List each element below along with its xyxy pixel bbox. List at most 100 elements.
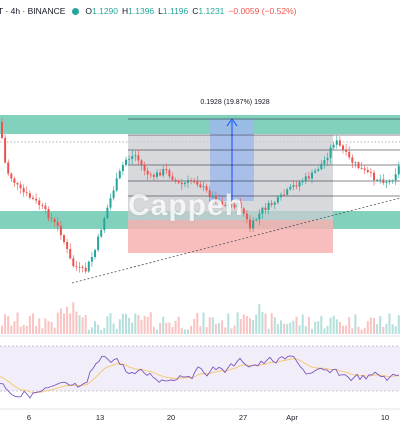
candle-body[interactable] <box>230 204 233 206</box>
candle-body[interactable] <box>264 207 267 210</box>
candle-body[interactable] <box>28 193 31 198</box>
candle-body[interactable] <box>56 221 59 226</box>
candle-body[interactable] <box>326 157 329 161</box>
candle-body[interactable] <box>143 164 146 171</box>
candle-body[interactable] <box>187 180 189 183</box>
candle-body[interactable] <box>162 169 165 176</box>
candle-body[interactable] <box>190 180 193 182</box>
candle-body[interactable] <box>332 144 335 148</box>
candle-body[interactable] <box>193 181 196 183</box>
candle-body[interactable] <box>38 200 41 206</box>
candle-body[interactable] <box>335 140 338 145</box>
candle-body[interactable] <box>94 249 96 258</box>
candle-body[interactable] <box>25 192 28 194</box>
candle-body[interactable] <box>81 266 84 268</box>
candle-body[interactable] <box>128 158 131 160</box>
candle-body[interactable] <box>363 168 366 171</box>
candle-body[interactable] <box>320 163 323 170</box>
candle-body[interactable] <box>152 174 155 177</box>
candle-body[interactable] <box>4 137 7 163</box>
candle-body[interactable] <box>283 194 286 196</box>
candle-body[interactable] <box>301 181 304 183</box>
candle-body[interactable] <box>35 198 38 201</box>
candle-body[interactable] <box>342 145 344 150</box>
candle-body[interactable] <box>227 204 230 206</box>
candle-body[interactable] <box>357 162 360 169</box>
candle-body[interactable] <box>376 179 379 181</box>
symbol-title[interactable]: T · 4h · BINANCE <box>0 6 66 16</box>
candle-body[interactable] <box>97 236 100 250</box>
candle-body[interactable] <box>84 267 87 272</box>
candle-body[interactable] <box>19 184 22 189</box>
candle-body[interactable] <box>245 213 248 220</box>
candle-body[interactable] <box>47 209 50 219</box>
candle-body[interactable] <box>317 169 320 171</box>
stop-box[interactable] <box>128 220 333 253</box>
candle-body[interactable] <box>125 159 127 165</box>
candle-body[interactable] <box>140 160 143 165</box>
candle-body[interactable] <box>7 162 10 174</box>
candle-body[interactable] <box>59 225 62 236</box>
candle-body[interactable] <box>202 186 205 188</box>
candle-body[interactable] <box>134 155 137 157</box>
candle-body[interactable] <box>180 182 183 185</box>
candle-body[interactable] <box>292 185 295 187</box>
candle-body[interactable] <box>323 160 326 164</box>
candle-body[interactable] <box>382 179 385 184</box>
time-axis[interactable]: 6 13 20 27 Apr 10 <box>0 410 400 424</box>
candle-body[interactable] <box>121 164 124 172</box>
candle-body[interactable] <box>66 241 69 249</box>
candle-body[interactable] <box>311 172 313 179</box>
candle-body[interactable] <box>41 205 44 206</box>
candle-body[interactable] <box>249 219 251 229</box>
fib-levels[interactable] <box>128 118 400 197</box>
candle-body[interactable] <box>354 162 357 164</box>
candle-body[interactable] <box>103 218 106 231</box>
candle-body[interactable] <box>109 198 112 208</box>
candle-body[interactable] <box>236 202 239 208</box>
supply-zone[interactable] <box>0 115 400 134</box>
candle-body[interactable] <box>261 207 264 214</box>
candle-body[interactable] <box>44 205 47 210</box>
candle-body[interactable] <box>252 220 255 229</box>
candle-body[interactable] <box>165 169 168 171</box>
candle-body[interactable] <box>314 170 317 173</box>
candle-body[interactable] <box>218 201 220 203</box>
candle-body[interactable] <box>13 178 16 184</box>
candle-body[interactable] <box>10 173 13 179</box>
candle-body[interactable] <box>289 186 292 190</box>
candle-body[interactable] <box>258 213 261 220</box>
candle-body[interactable] <box>115 178 118 191</box>
candle-body[interactable] <box>270 202 273 205</box>
candle-body[interactable] <box>159 172 162 176</box>
ascending-trendline[interactable] <box>71 197 400 284</box>
candle-body[interactable] <box>307 176 310 179</box>
candle-body[interactable] <box>199 184 202 188</box>
candle-body[interactable] <box>137 155 140 161</box>
candle-body[interactable] <box>53 219 56 222</box>
candle-body[interactable] <box>156 172 158 177</box>
candle-body[interactable] <box>146 170 149 175</box>
candle-body[interactable] <box>72 258 75 267</box>
candle-body[interactable] <box>360 168 363 169</box>
candle-body[interactable] <box>351 157 354 163</box>
candle-body[interactable] <box>208 190 211 198</box>
candle-body[interactable] <box>239 202 242 209</box>
candle-body[interactable] <box>174 179 177 181</box>
candle-body[interactable] <box>338 140 341 146</box>
candle-body[interactable] <box>379 179 382 181</box>
candle-body[interactable] <box>233 204 236 208</box>
candle-body[interactable] <box>267 202 270 210</box>
candle-body[interactable] <box>345 149 348 152</box>
candle-body[interactable] <box>75 266 78 268</box>
candle-body[interactable] <box>391 180 394 182</box>
candle-body[interactable] <box>295 185 298 187</box>
candle-body[interactable] <box>242 208 245 214</box>
candlesticks[interactable] <box>1 118 400 274</box>
candle-body[interactable] <box>329 147 332 158</box>
candle-body[interactable] <box>168 170 171 177</box>
candle-body[interactable] <box>373 172 375 181</box>
candle-body[interactable] <box>112 190 115 199</box>
candle-body[interactable] <box>397 166 400 175</box>
